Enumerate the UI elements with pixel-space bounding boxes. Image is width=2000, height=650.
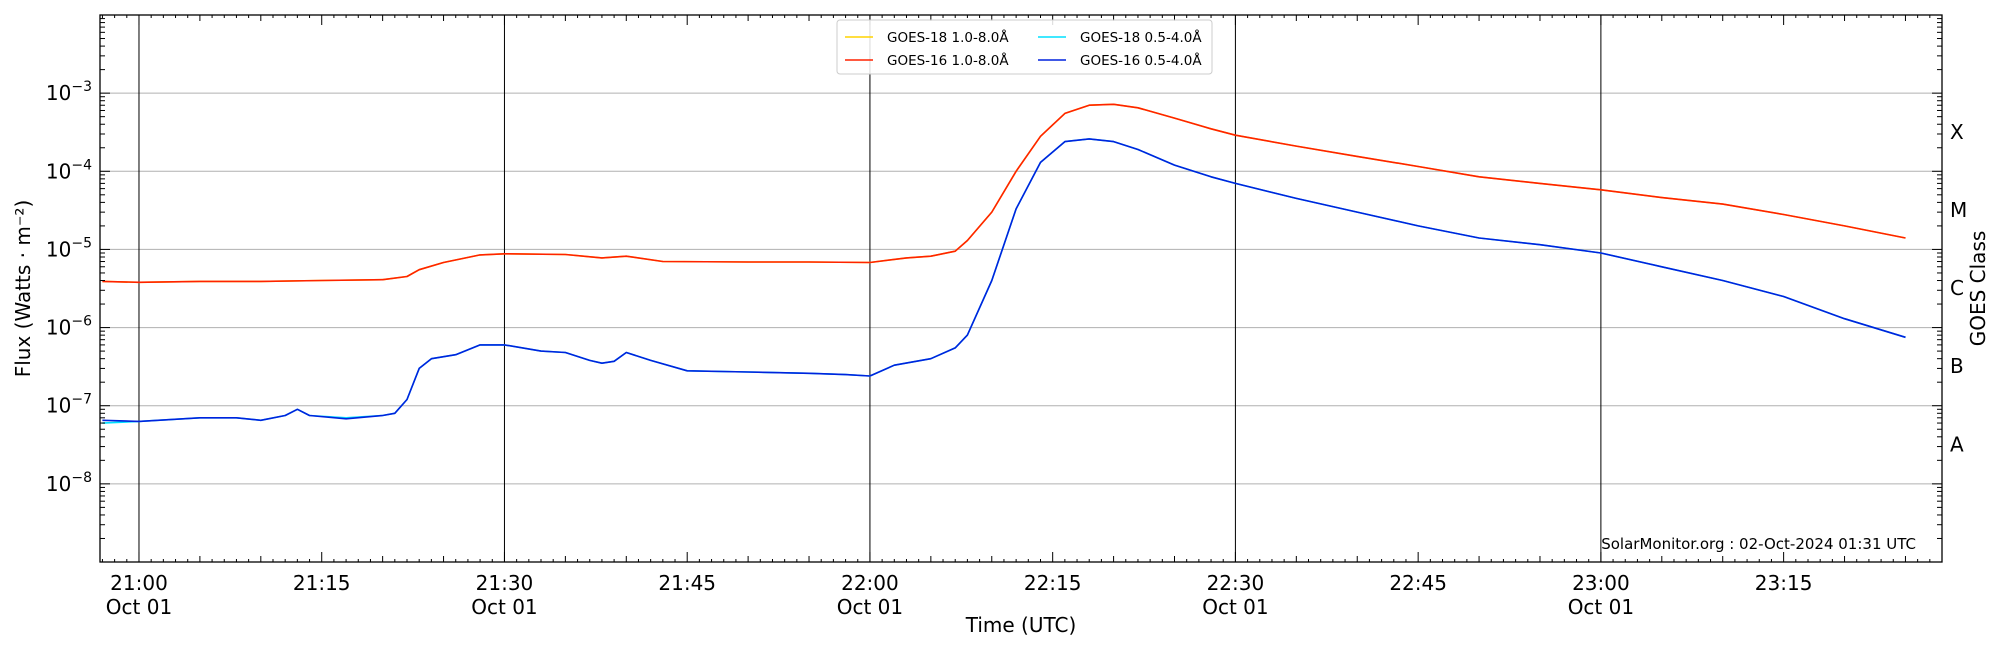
x-tick-label: 22:15 xyxy=(1024,571,1082,595)
goes-class-C: C xyxy=(1950,276,1964,300)
x-tick-sublabel: Oct 01 xyxy=(106,595,172,619)
x-tick-label: 22:00 xyxy=(841,571,899,595)
goes-class-M: M xyxy=(1950,198,1967,222)
plot-frame xyxy=(99,14,1943,563)
right-axis-title: GOES Class xyxy=(1966,231,1990,347)
gridlines xyxy=(100,92,1942,485)
legend-entry: GOES-16 0.5-4.0Å xyxy=(1080,52,1202,69)
y-tick-label: 10−5 xyxy=(46,235,92,261)
series-line-1 xyxy=(102,103,1906,284)
y-tick-label: 10−3 xyxy=(46,79,92,105)
y-tick-label: 10−6 xyxy=(46,314,92,340)
x-tick-label: 22:30 xyxy=(1207,571,1265,595)
legend-entry: GOES-16 1.0-8.0Å xyxy=(887,52,1009,69)
axis-ticks xyxy=(100,15,1943,563)
x-tick-label: 21:45 xyxy=(658,571,716,595)
x-tick-sublabel: Oct 01 xyxy=(1202,595,1268,619)
x-tick-sublabel: Oct 01 xyxy=(1568,595,1634,619)
series-line-2 xyxy=(102,138,1906,424)
y-tick-labels: 10−8 10−7 10−6 10−5 10−4 10−3 xyxy=(46,79,92,496)
goes-class-B: B xyxy=(1950,354,1964,378)
x-tick-label: 23:15 xyxy=(1755,571,1813,595)
series-lines xyxy=(102,103,1906,424)
legend: GOES-18 1.0-8.0Å GOES-18 0.5-4.0Å GOES-16 … xyxy=(836,19,1213,75)
credit-text: SolarMonitor.org : 02-Oct-2024 01:31 UTC xyxy=(1601,535,1916,553)
day-lines xyxy=(138,15,1602,562)
legend-entry: GOES-18 0.5-4.0Å xyxy=(1080,29,1202,46)
legend-entry: GOES-18 1.0-8.0Å xyxy=(887,29,1009,46)
x-tick-label: 21:30 xyxy=(476,571,534,595)
x-tick-sublabel: Oct 01 xyxy=(837,595,903,619)
goes-class-X: X xyxy=(1950,120,1964,144)
x-tick-sublabel: Oct 01 xyxy=(471,595,537,619)
y-tick-label: 10−4 xyxy=(46,157,92,183)
x-tick-label: 22:45 xyxy=(1389,571,1447,595)
series-line-0 xyxy=(102,103,1906,284)
x-tick-label: 23:00 xyxy=(1572,571,1630,595)
y-tick-label: 10−8 xyxy=(46,470,92,496)
x-axis-title: Time (UTC) xyxy=(965,613,1077,637)
x-tick-label: 21:15 xyxy=(293,571,351,595)
goes-class-labels: A B C M X xyxy=(1950,120,1967,457)
y-axis-title: Flux (Watts · m⁻²) xyxy=(11,200,35,378)
legend-box xyxy=(836,19,1213,75)
y-tick-label: 10−7 xyxy=(46,392,92,418)
goes-class-A: A xyxy=(1950,432,1964,456)
x-tick-label: 21:00 xyxy=(110,571,168,595)
series-line-3 xyxy=(102,138,1906,423)
